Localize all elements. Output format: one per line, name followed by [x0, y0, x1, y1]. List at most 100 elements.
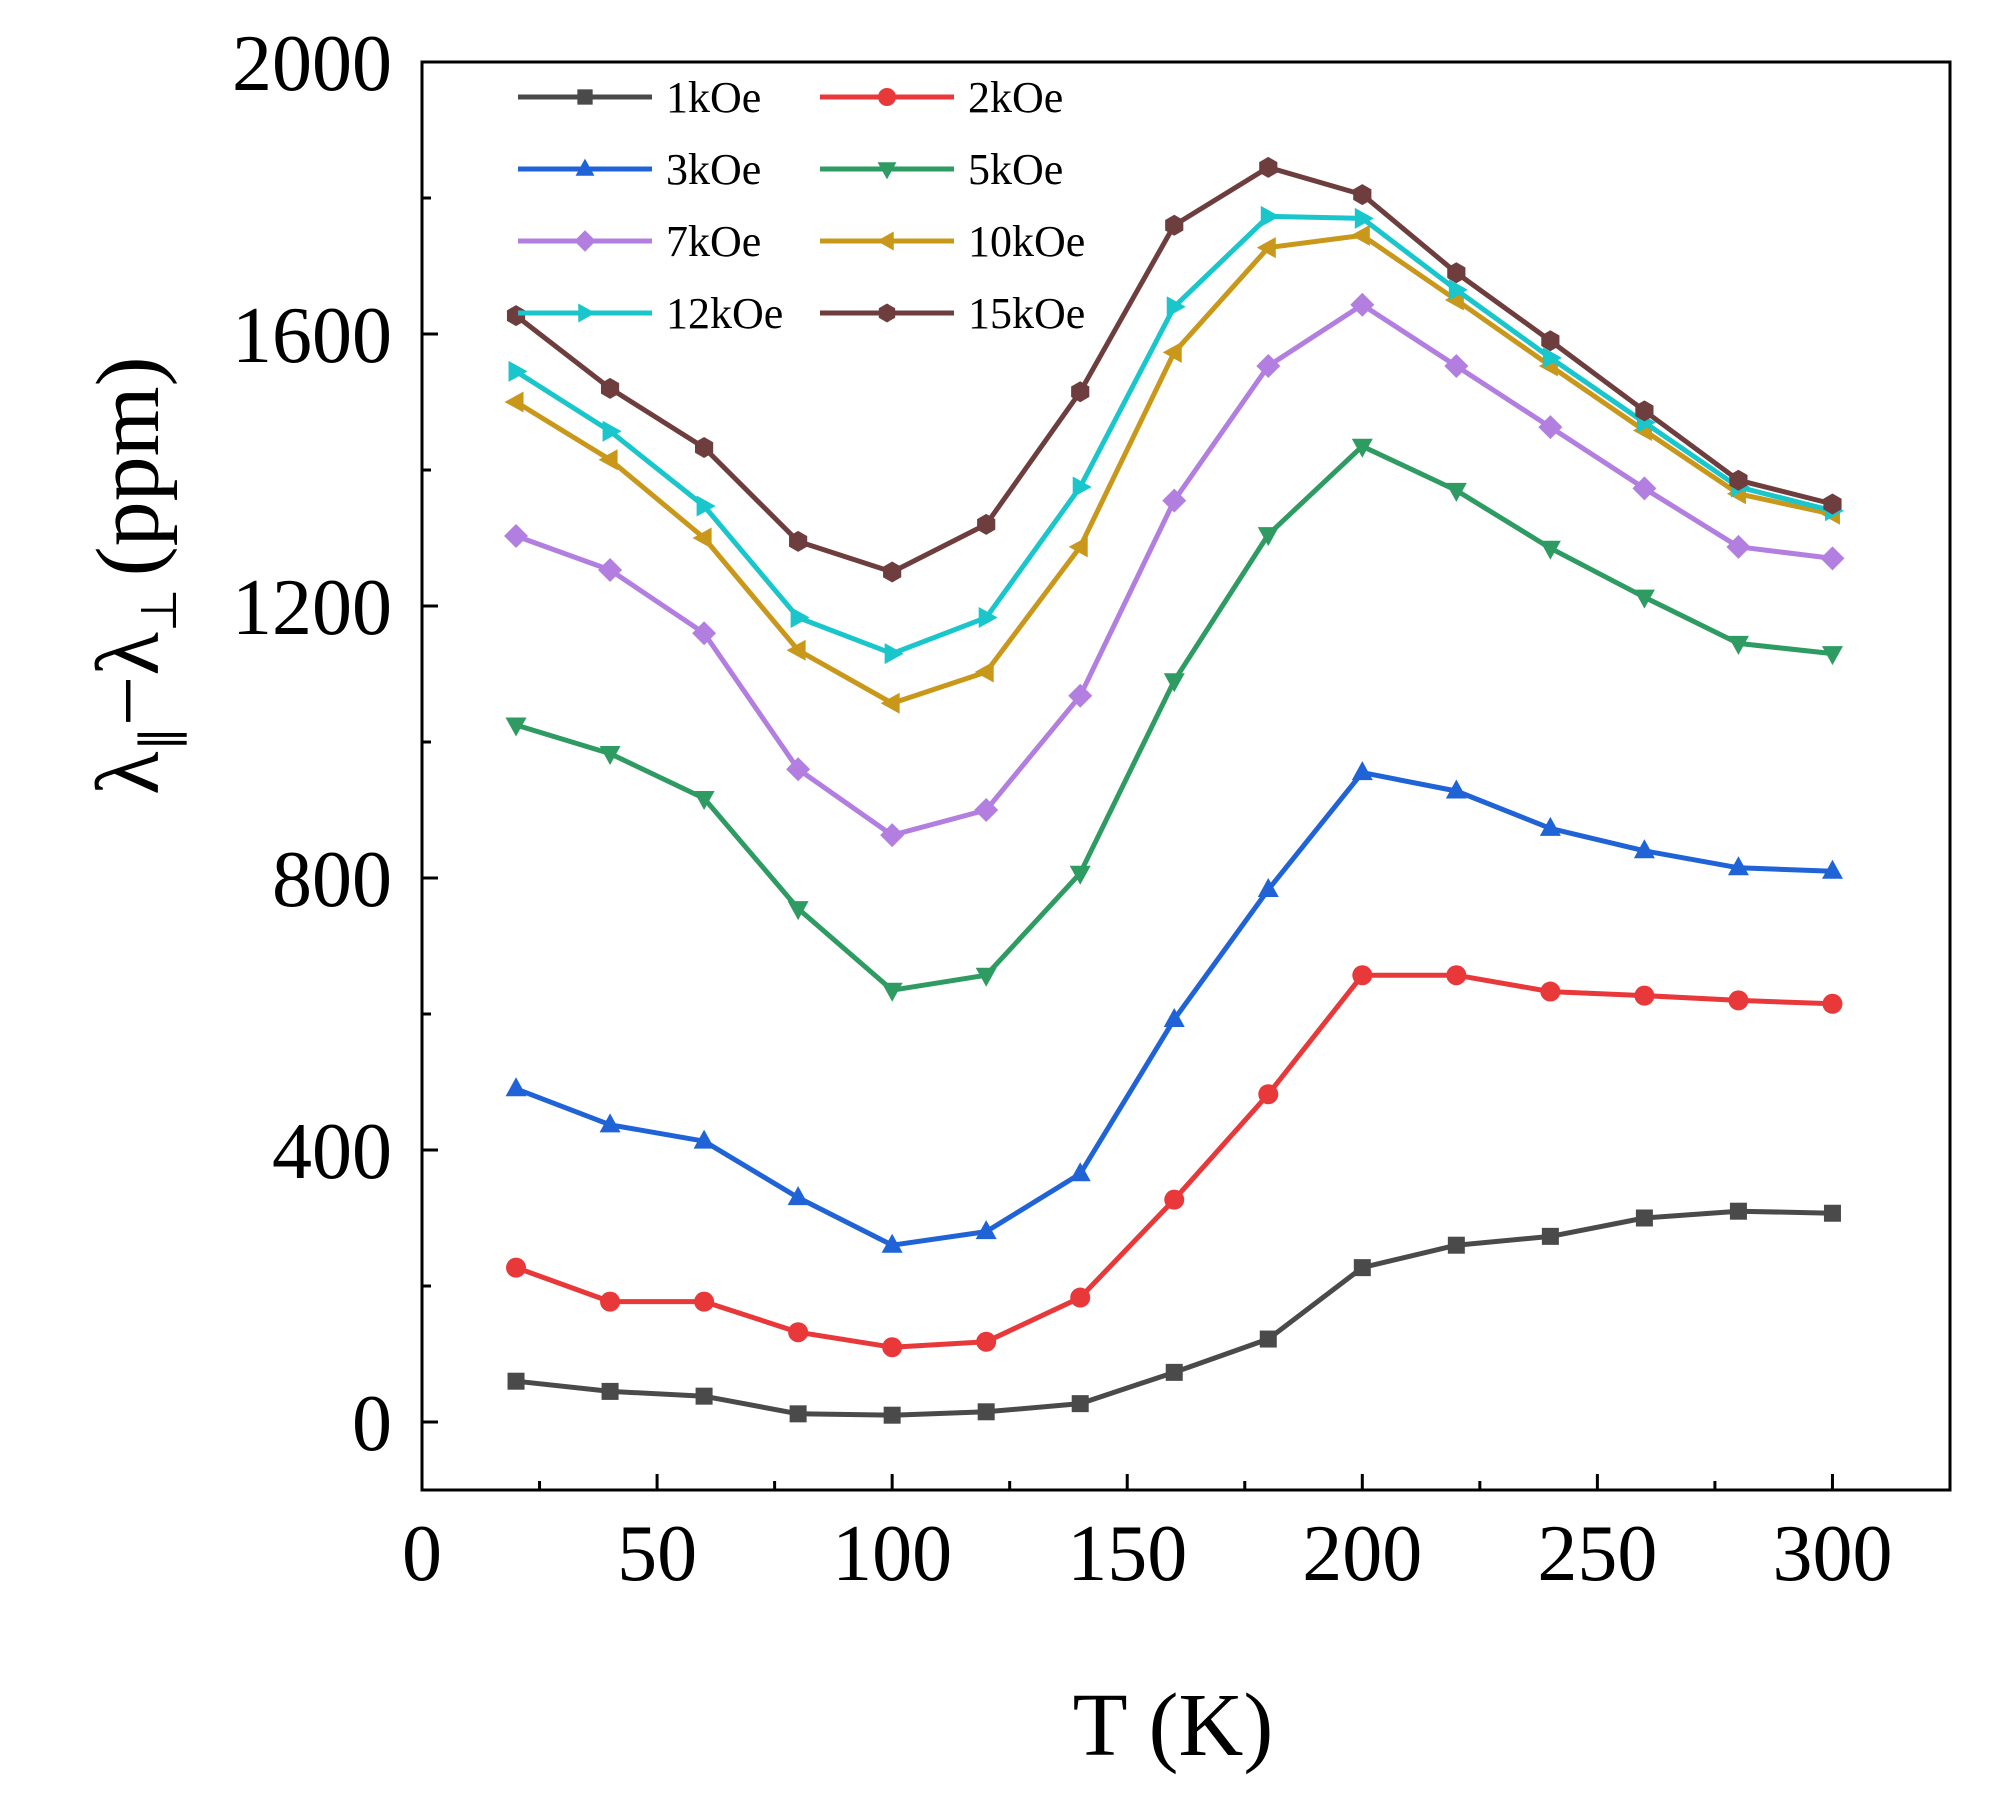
data-point [507, 1372, 525, 1390]
data-point [976, 1331, 997, 1352]
y-tick-label: 1600 [232, 292, 392, 380]
data-point [1445, 779, 1467, 799]
x-tick-label: 50 [617, 1510, 697, 1598]
data-point [693, 790, 715, 810]
y-title-lambda-2: λ [79, 632, 178, 676]
data-point [1820, 546, 1845, 571]
data-point [787, 1186, 809, 1206]
data-point [1163, 673, 1185, 693]
data-point [1541, 330, 1560, 352]
data-point [1542, 347, 1562, 369]
data-point [599, 1113, 621, 1133]
series-15kOe [506, 156, 1842, 583]
legend-label: 7kOe [666, 217, 761, 266]
data-point [1164, 1189, 1185, 1210]
data-point [1447, 1236, 1465, 1254]
data-point [600, 1291, 621, 1312]
legend-label: 12kOe [666, 289, 783, 338]
data-point [787, 901, 809, 921]
data-point [1635, 1209, 1653, 1227]
data-point [883, 561, 902, 583]
data-point [1068, 536, 1088, 558]
y-title-parallel-sub: ∥ [131, 726, 187, 751]
legend-item: 15kOe [820, 289, 1085, 338]
series-3kOe [505, 761, 1843, 1253]
data-point [1729, 1202, 1747, 1220]
data-point [1069, 1162, 1091, 1182]
data-point [1071, 1395, 1089, 1413]
data-point [884, 643, 904, 665]
data-point [1350, 224, 1370, 246]
data-point [1260, 205, 1280, 227]
legend-item: 12kOe [518, 289, 783, 338]
data-point [882, 1337, 903, 1358]
y-tick-label: 2000 [232, 20, 392, 108]
data-point [1633, 589, 1655, 609]
data-point [883, 1406, 901, 1424]
x-tick-label: 100 [832, 1510, 952, 1598]
data-point [1257, 878, 1279, 898]
legend-item: 2kOe [820, 73, 1063, 122]
x-tick-label: 300 [1772, 1510, 1892, 1598]
data-point [1256, 353, 1281, 378]
data-point [695, 1387, 713, 1405]
data-point [1351, 438, 1373, 458]
data-point [1540, 981, 1561, 1002]
legend-item: 7kOe [518, 217, 761, 266]
data-point [789, 530, 808, 552]
data-point [1256, 237, 1276, 259]
data-point [694, 437, 714, 459]
legend-label: 15kOe [968, 289, 1085, 338]
legend-swatch-marker [877, 162, 897, 180]
data-point [880, 692, 900, 714]
data-point [505, 717, 527, 737]
data-point [1728, 990, 1749, 1011]
data-point [1539, 816, 1561, 836]
y-title-lambda: λ [79, 751, 178, 795]
data-point [1165, 214, 1184, 236]
data-point [1447, 262, 1466, 284]
data-point [977, 1403, 995, 1421]
y-tick-label: 0 [352, 1380, 392, 1468]
data-point [1539, 540, 1561, 560]
data-point [1729, 469, 1748, 491]
series-10kOe [504, 224, 1840, 714]
data-point [1069, 865, 1091, 885]
data-point [598, 557, 623, 582]
data-point [600, 377, 620, 399]
legend-label: 1kOe [666, 73, 761, 122]
data-point [602, 420, 622, 442]
data-point [977, 513, 996, 535]
data-point [1068, 683, 1093, 708]
data-point [1351, 761, 1373, 781]
data-point [1444, 353, 1469, 378]
data-point [1166, 296, 1186, 318]
data-point [504, 391, 524, 413]
data-point [601, 1382, 619, 1400]
data-point [599, 746, 621, 766]
data-point [508, 360, 528, 382]
data-point [978, 607, 998, 629]
data-point [598, 449, 618, 471]
data-point [786, 639, 806, 661]
data-point [975, 1220, 997, 1240]
data-point [881, 1233, 903, 1253]
data-point [788, 1322, 809, 1343]
y-tick-label: 1200 [232, 564, 392, 652]
legend-swatch-marker [578, 303, 596, 323]
data-point [1165, 1363, 1183, 1381]
series-layer [504, 156, 1845, 1424]
series-5kOe [505, 438, 1843, 1002]
x-tick-label: 0 [402, 1510, 442, 1598]
data-point [1822, 993, 1843, 1014]
data-point [692, 527, 712, 549]
data-point [506, 1257, 527, 1278]
data-point [1071, 381, 1090, 403]
legend-label: 10kOe [968, 217, 1085, 266]
data-point [504, 523, 529, 548]
legend-label: 3kOe [666, 145, 761, 194]
data-point [975, 967, 997, 987]
y-title-unit: (ppm) [79, 356, 178, 576]
data-point [1162, 488, 1187, 513]
